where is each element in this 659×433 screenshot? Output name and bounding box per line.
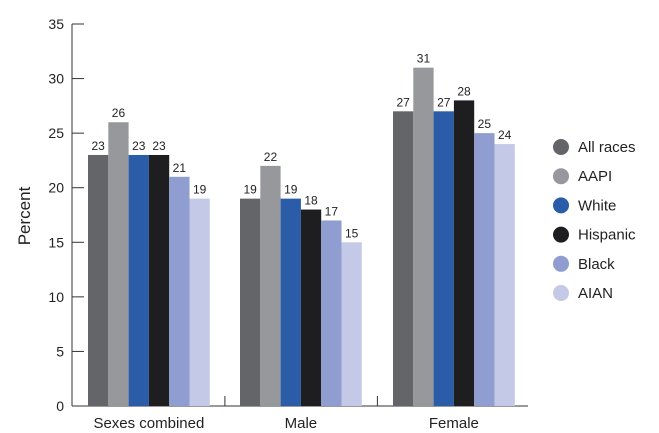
data-label: 23 [132,139,146,153]
bar [189,198,210,406]
x-category-label: Sexes combined [93,415,204,432]
bar [321,220,342,406]
data-label: 17 [325,204,339,218]
bar [393,111,414,407]
bar [169,176,190,406]
data-label: 31 [417,52,431,66]
legend-label: Black [578,256,615,273]
bar [108,122,129,406]
data-label: 22 [264,150,278,164]
data-label: 24 [498,128,512,142]
legend-marker [553,255,569,272]
y-tick-label: 10 [48,289,64,305]
data-label: 18 [304,194,318,208]
y-tick-label: 20 [48,180,64,196]
bar [474,133,495,406]
data-label: 25 [478,117,492,131]
data-label: 19 [243,183,257,197]
legend-label: AAPI [578,168,612,185]
legend-marker [553,285,569,301]
y-tick-label: 15 [48,234,64,250]
bar [494,144,515,407]
category-labels: Sexes combined Male Female [93,396,479,432]
legend-label: Hispanic [578,227,636,244]
data-label: 28 [457,84,471,98]
data-label: 21 [173,161,187,175]
bar [433,111,454,407]
bar [453,100,475,407]
y-tick-label: 5 [56,343,64,359]
bars-group: 23 26 23 23 21 19 19 22 19 18 17 15 27 31 27 28 25 24 [88,52,515,407]
y-axis-title: Percent [15,186,34,245]
data-label: 19 [193,183,207,197]
data-label: 27 [396,95,410,109]
legend-marker [553,197,569,214]
legend-label: White [578,197,616,214]
bar [300,209,322,406]
legend: All races AAPI White Hispanic Black AIAN [553,139,636,302]
legend-marker [553,168,569,185]
bar [280,198,301,406]
legend-marker [553,139,569,155]
legend-marker [553,226,569,243]
y-tick-label: 25 [48,125,64,141]
bar [341,242,362,406]
bar [240,198,261,406]
data-label: 23 [91,139,105,153]
legend-label: All races [578,139,636,156]
bar [128,154,149,406]
x-category-label: Female [429,415,479,432]
data-label: 26 [112,106,126,120]
data-label: 27 [437,95,451,109]
x-category-label: Male [285,415,318,432]
data-label: 23 [152,139,166,153]
legend-label: AIAN [578,285,613,302]
y-tick-label: 0 [56,398,64,414]
y-ticks: 0 5 10 15 20 25 30 35 [48,16,84,414]
bar [260,165,281,406]
y-tick-label: 30 [48,71,64,87]
bar [413,67,434,407]
bar [148,154,170,406]
y-tick-label: 35 [48,16,64,32]
data-label: 19 [284,183,298,197]
bar [88,154,109,406]
data-label: 15 [345,226,359,240]
